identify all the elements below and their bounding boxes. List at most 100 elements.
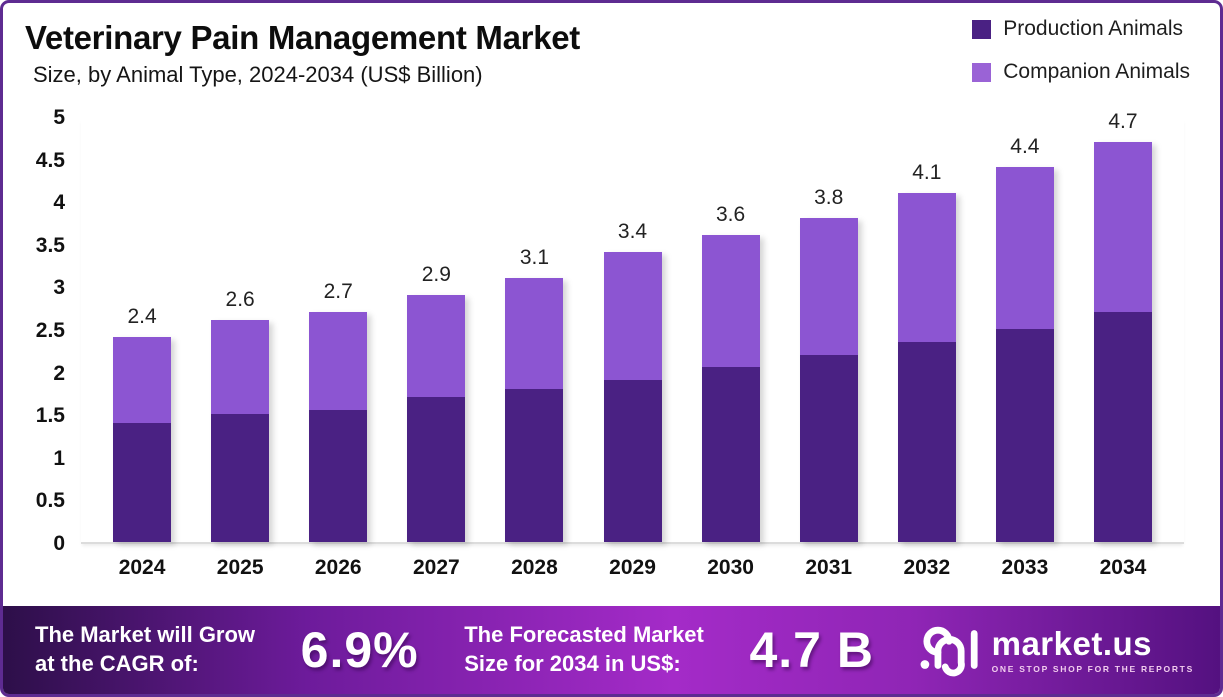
page-subtitle: Size, by Animal Type, 2024-2034 (US$ Bil… — [33, 61, 483, 87]
y-tick-label: 0.5 — [35, 489, 65, 513]
logo-text-block: market.us ONE STOP SHOP FOR THE REPORTS — [992, 627, 1194, 674]
bar-column: 3.1 — [485, 246, 583, 542]
y-tick-label: 3.5 — [35, 233, 65, 257]
bar-value-label: 3.8 — [814, 186, 844, 210]
plot-area: 2.4 2.6 2.7 2.9 3.1 3.4 3.6 3.8 4.1 4.4 4.7 — [81, 110, 1184, 544]
bar-segment-companion — [701, 235, 760, 368]
bar-column: 2.9 — [387, 263, 485, 542]
x-axis-label: 2032 — [903, 555, 951, 579]
bar-value-label: 4.1 — [912, 160, 942, 184]
bar-value-label: 2.4 — [127, 305, 157, 329]
bar-segment-production — [701, 367, 760, 542]
bar-column: 4.4 — [976, 135, 1074, 542]
x-axis-label: 2027 — [412, 555, 460, 579]
companion-swatch-icon — [972, 62, 992, 82]
y-tick-label: 5 — [53, 105, 65, 129]
legend-label: Production Animals — [1003, 17, 1183, 40]
bar-value-label: 3.6 — [716, 203, 746, 227]
stacked-bar — [1093, 141, 1152, 542]
bar-segment-companion — [995, 167, 1054, 329]
forecast-label: The Forecasted Market Size for 2034 in U… — [464, 622, 704, 676]
bar-value-label: 4.4 — [1010, 135, 1040, 159]
bar-column: 3.6 — [682, 203, 780, 542]
bar-segment-production — [211, 414, 270, 542]
stacked-bar — [799, 218, 858, 542]
y-axis: 0 0.5 1 1.5 2 2.5 3 3.5 4 4.5 5 — [9, 106, 73, 555]
bar-segment-companion — [1093, 141, 1152, 312]
bar-segment-production — [309, 409, 368, 542]
x-axis-label: 2025 — [216, 555, 264, 579]
stacked-bar — [211, 320, 270, 542]
bar-column: 3.4 — [583, 220, 681, 542]
x-axis-label: 2028 — [511, 555, 558, 579]
stacked-bar — [505, 277, 564, 542]
bar-segment-production — [505, 388, 564, 542]
bar-segment-companion — [113, 337, 172, 423]
y-tick-label: 1.5 — [35, 404, 65, 428]
bar-segment-companion — [211, 320, 270, 415]
y-tick-label: 4 — [53, 191, 65, 215]
x-axis-label: 2024 — [118, 555, 166, 579]
marketus-logo-icon — [920, 626, 978, 677]
footer-banner: The Market will Grow at the CAGR of: 6.9… — [3, 606, 1220, 694]
y-tick-label: 2.5 — [35, 318, 65, 342]
legend-label: Companion Animals — [1003, 60, 1190, 83]
bar-column: 4.7 — [1074, 110, 1172, 542]
bar-segment-production — [995, 328, 1054, 542]
y-tick-label: 4.5 — [35, 148, 65, 172]
forecast-value: 4.7 B — [749, 622, 874, 678]
y-tick-label: 2 — [53, 361, 65, 385]
bar-segment-companion — [799, 218, 858, 355]
cagr-label: The Market will Grow at the CAGR of: — [35, 622, 256, 676]
bar-column: 2.4 — [93, 305, 191, 542]
y-tick-label: 1 — [53, 446, 65, 470]
bar-segment-companion — [897, 192, 956, 342]
stacked-bar — [309, 311, 368, 542]
bar-value-label: 2.6 — [225, 288, 255, 312]
bar-column: 2.7 — [289, 280, 387, 542]
bar-column: 3.8 — [780, 186, 878, 542]
x-axis-label: 2030 — [707, 555, 754, 579]
stacked-bar — [113, 337, 172, 542]
logo-tagline: ONE STOP SHOP FOR THE REPORTS — [991, 663, 1194, 674]
bar-value-label: 3.1 — [519, 245, 550, 269]
y-tick-label: 0 — [53, 531, 65, 555]
bar-segment-production — [897, 341, 956, 542]
header: Veterinary Pain Management Market Size, … — [3, 3, 1220, 88]
x-axis-label: 2026 — [314, 555, 362, 579]
bar-column: 4.1 — [878, 161, 976, 542]
stacked-bar — [701, 235, 760, 542]
logo-wordmark: market.us — [991, 624, 1153, 662]
bar-segment-production — [407, 397, 466, 542]
bar-value-label: 2.9 — [421, 262, 451, 286]
stacked-bar — [897, 192, 956, 542]
x-axis-label: 2034 — [1099, 555, 1147, 579]
stacked-bar — [603, 252, 662, 542]
cagr-value: 6.9% — [300, 622, 419, 678]
bar-value-label: 3.4 — [617, 220, 648, 244]
bar-segment-production — [113, 422, 172, 542]
bar-segment-companion — [603, 252, 662, 381]
bar-segment-companion — [505, 277, 564, 389]
marketus-logo: market.us ONE STOP SHOP FOR THE REPORTS — [920, 621, 1194, 679]
production-swatch-icon — [972, 19, 992, 39]
stacked-bar — [407, 294, 466, 542]
chart-area: 0 0.5 1 1.5 2 2.5 3 3.5 4 4.5 5 2.4 2.6 2.7 2.9 3.1 3.4… — [9, 106, 1184, 580]
bar-column: 2.6 — [191, 288, 289, 542]
x-axis-label: 2031 — [805, 555, 853, 579]
legend-item-companion: Companion Animals — [972, 60, 1190, 84]
x-axis-label: 2033 — [1001, 555, 1049, 579]
bar-segment-companion — [309, 311, 368, 410]
legend: Production Animals Companion Animals — [972, 17, 1190, 84]
legend-item-production: Production Animals — [972, 17, 1190, 41]
page-title: Veterinary Pain Management Market — [25, 19, 580, 56]
x-axis-label: 2029 — [609, 555, 656, 579]
bar-value-label: 2.7 — [323, 279, 353, 303]
bar-segment-companion — [407, 294, 466, 398]
x-axis: 2024 2025 2026 2027 2028 2029 2030 2031 2032 2033… — [81, 556, 1184, 580]
y-tick-label: 3 — [53, 276, 65, 300]
bar-value-label: 4.7 — [1108, 109, 1138, 133]
bar-segment-production — [1093, 311, 1152, 542]
bar-segment-production — [603, 380, 662, 542]
